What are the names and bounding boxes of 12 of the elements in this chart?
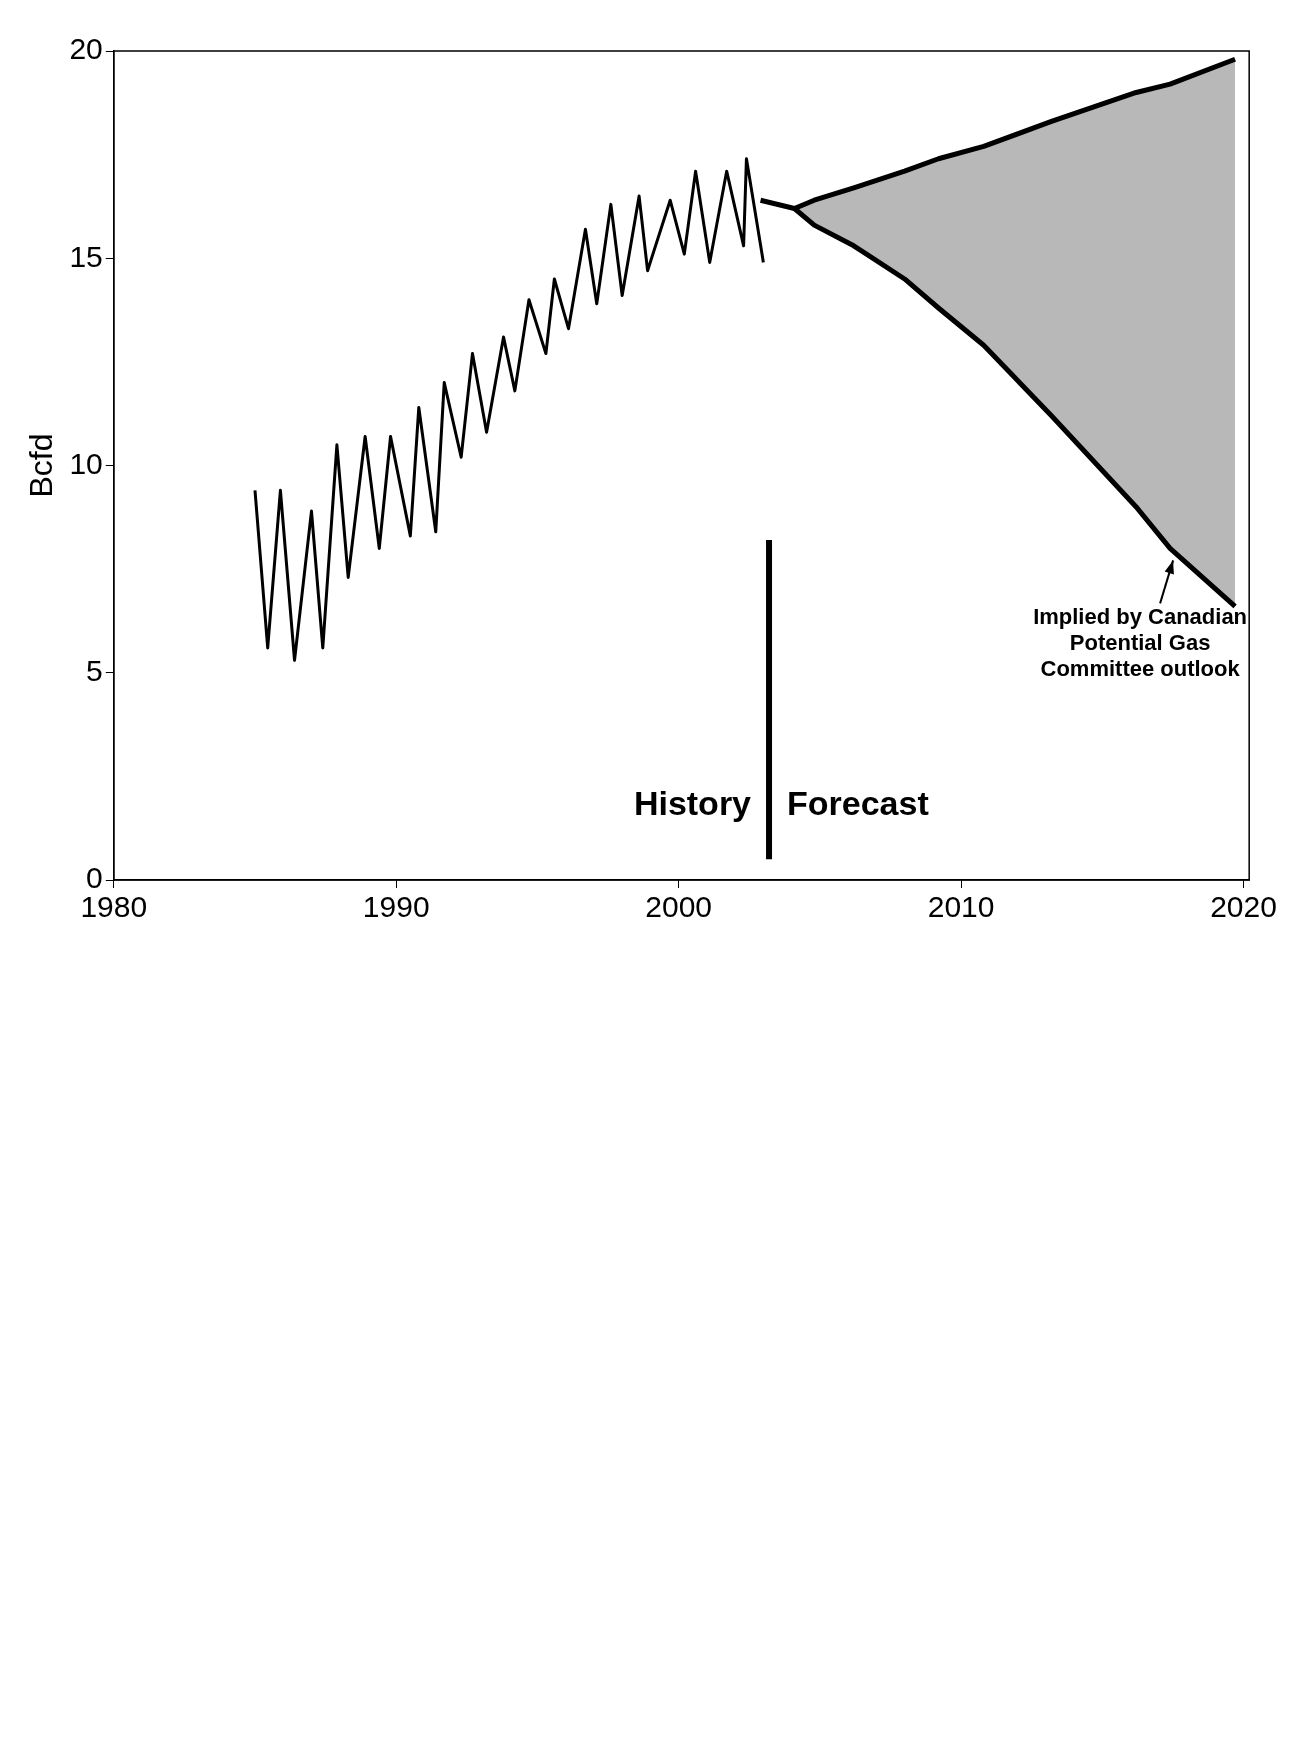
y-axis-title: Bcfd [23, 433, 60, 498]
y-tick-label: 15 [69, 239, 103, 273]
annotation: History [633, 783, 752, 822]
annotation: Implied by Canadian Potential Gas Committee outlook [1033, 604, 1248, 682]
x-tick-label: 2000 [645, 890, 713, 924]
y-tick-label: 5 [86, 654, 103, 688]
x-tick-label: 1990 [362, 890, 430, 924]
annotation: Forecast [787, 783, 929, 822]
y-tick-label: 10 [69, 446, 103, 480]
y-tick-label: 20 [69, 32, 103, 66]
x-tick-label: 2020 [1210, 890, 1277, 924]
x-tick-label: 2010 [927, 890, 995, 924]
